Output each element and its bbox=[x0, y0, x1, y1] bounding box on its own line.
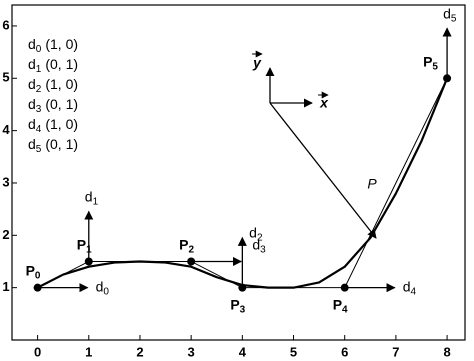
direction-subscript: 2 bbox=[257, 232, 263, 243]
position-arrow bbox=[269, 102, 377, 239]
direction-subscript: 0 bbox=[103, 286, 109, 297]
y-tick-label: 6 bbox=[2, 17, 9, 32]
control-point bbox=[187, 257, 196, 266]
x-tick-label: 1 bbox=[85, 344, 92, 359]
legend-subscript: 5 bbox=[36, 144, 42, 155]
control-point-subscript: 1 bbox=[86, 244, 92, 255]
control-point-name: P bbox=[179, 236, 188, 252]
legend-direction: d bbox=[28, 96, 36, 112]
direction-name: d bbox=[443, 5, 451, 21]
direction-label: d0 bbox=[96, 278, 110, 297]
control-point-label: P2 bbox=[179, 236, 194, 255]
legend-direction: d bbox=[28, 76, 36, 92]
x-tick-label: 4 bbox=[239, 344, 247, 359]
direction-label: d1 bbox=[85, 188, 99, 207]
point-label: P bbox=[367, 176, 377, 192]
direction-name: d bbox=[249, 224, 257, 240]
legend-direction: d bbox=[28, 56, 36, 72]
x-tick-label: 8 bbox=[443, 344, 450, 359]
control-point-subscript: 2 bbox=[188, 244, 194, 255]
y-tick-label: 2 bbox=[2, 227, 9, 242]
direction-label: d5 bbox=[443, 5, 457, 24]
direction-label: d2 bbox=[249, 224, 263, 243]
y-tick-label: 4 bbox=[2, 122, 10, 137]
legend-entry: d0 (1, 0) bbox=[28, 36, 78, 55]
legend-vector: (1, 0) bbox=[45, 76, 78, 92]
control-polygon bbox=[37, 78, 448, 289]
direction-label: d3 bbox=[252, 236, 266, 255]
x-tick-label: 7 bbox=[392, 344, 399, 359]
direction-subscript: 4 bbox=[411, 286, 417, 297]
y-tick-label: 3 bbox=[2, 174, 9, 189]
plot-frame bbox=[11, 4, 466, 341]
legend-subscript: 3 bbox=[36, 104, 42, 115]
control-point bbox=[84, 257, 93, 266]
direction-name: d bbox=[85, 188, 93, 204]
legend-direction: d bbox=[28, 36, 36, 52]
control-point-label: P1 bbox=[77, 236, 92, 255]
x-tick-label: 3 bbox=[188, 344, 195, 359]
control-point-label: P5 bbox=[423, 53, 438, 72]
x-tick-label: 6 bbox=[341, 344, 348, 359]
control-point-label: P0 bbox=[26, 262, 41, 281]
legend-entry: d5 (0, 1) bbox=[28, 136, 78, 155]
control-point-label: P4 bbox=[333, 296, 348, 315]
control-point-name: P bbox=[77, 236, 86, 252]
control-point-subscript: 0 bbox=[35, 270, 41, 281]
control-point-name: P bbox=[333, 296, 342, 312]
direction-label: d4 bbox=[403, 278, 417, 297]
legend-direction: d bbox=[28, 136, 36, 152]
y-tick-label: 1 bbox=[2, 279, 9, 294]
legend-entry: d3 (0, 1) bbox=[28, 96, 78, 115]
legend-subscript: 4 bbox=[36, 124, 42, 135]
legend-direction: d bbox=[28, 116, 36, 132]
control-point-name: P bbox=[26, 262, 35, 278]
x-tick-label: 0 bbox=[34, 344, 41, 359]
legend-entry: d2 (1, 0) bbox=[28, 76, 78, 95]
legend-vector: (1, 0) bbox=[45, 116, 78, 132]
control-point-name: P bbox=[423, 53, 432, 69]
legend-subscript: 1 bbox=[36, 64, 42, 75]
legend-vector: (1, 0) bbox=[45, 36, 78, 52]
direction-subscript: 1 bbox=[93, 196, 99, 207]
legend-vector: (0, 1) bbox=[45, 96, 78, 112]
direction-subscript: 3 bbox=[260, 244, 266, 255]
y-tick-label: 5 bbox=[2, 70, 9, 85]
control-point bbox=[340, 283, 349, 292]
legend-subscript: 0 bbox=[36, 44, 42, 55]
direction-name: d bbox=[403, 278, 411, 294]
direction-name: d bbox=[96, 278, 104, 294]
legend-vector: (0, 1) bbox=[45, 56, 78, 72]
direction-name: d bbox=[252, 236, 260, 252]
direction-subscript: 5 bbox=[451, 13, 457, 24]
legend-entry: d4 (1, 0) bbox=[28, 116, 78, 135]
control-point bbox=[33, 283, 42, 292]
legend-entry: d1 (0, 1) bbox=[28, 56, 78, 75]
control-point-subscript: 4 bbox=[342, 304, 348, 315]
control-point bbox=[238, 283, 247, 292]
x-tick-label: 2 bbox=[136, 344, 143, 359]
control-point-subscript: 3 bbox=[240, 304, 246, 315]
coordinate-frame: y x P bbox=[252, 50, 377, 239]
x-tick-label: 5 bbox=[290, 344, 297, 359]
control-point bbox=[443, 74, 452, 83]
legend-vector: (0, 1) bbox=[45, 136, 78, 152]
control-point-label: P3 bbox=[230, 296, 245, 315]
legend-subscript: 2 bbox=[36, 84, 42, 95]
control-point-name: P bbox=[230, 296, 239, 312]
control-point-subscript: 5 bbox=[432, 61, 438, 72]
frame-y-label: y bbox=[252, 55, 262, 71]
frame-x-label: x bbox=[319, 95, 329, 111]
